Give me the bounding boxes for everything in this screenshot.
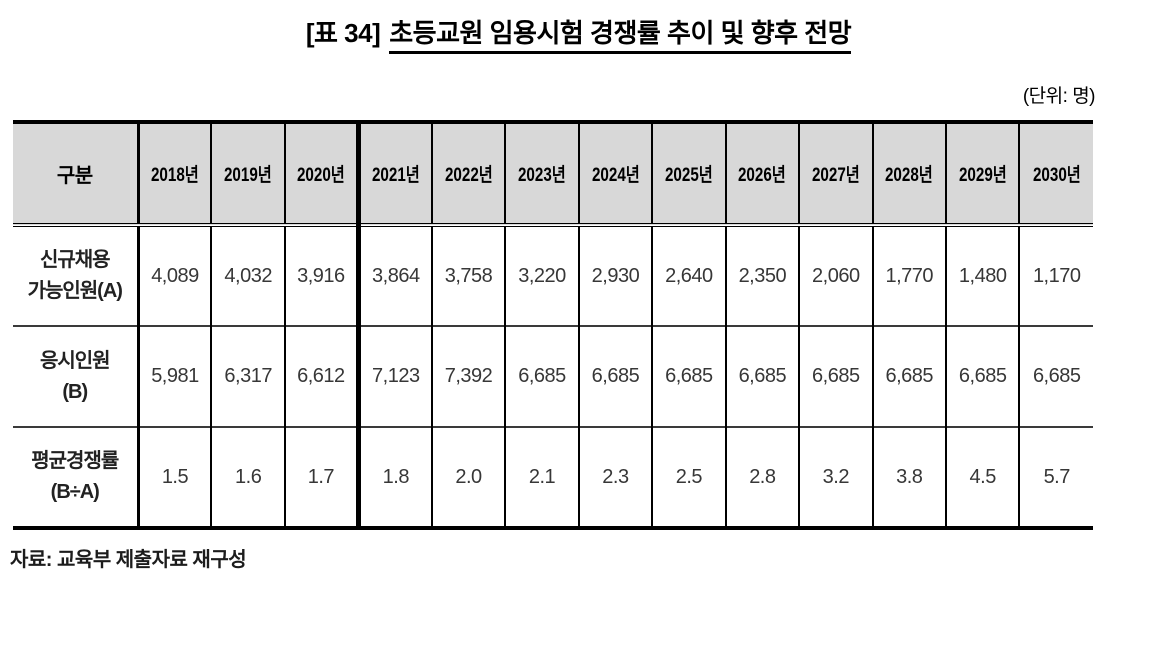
value-cell: 3.8: [871, 427, 946, 528]
value-cell: 7,392: [430, 326, 506, 427]
value-cell: 1.8: [355, 427, 432, 528]
row-label-competition-rate: 평균경쟁률 (B÷A): [31, 450, 119, 503]
value-cell: 4,032: [210, 225, 285, 326]
value-cell: 3,220: [504, 225, 579, 326]
value-cell: 3.2: [798, 427, 873, 528]
header-row: 구분 2018년 2019년 2020년 2021년 2022년 2023년 2…: [13, 122, 1093, 225]
year-header-2026: 2026년: [724, 122, 800, 225]
value-cell: 2.8: [724, 427, 800, 528]
value-cell: 2,350: [724, 225, 800, 326]
value-cell: 7,123: [355, 326, 432, 427]
value-cell: 6,685: [871, 326, 946, 427]
value-cell: 3,864: [355, 225, 432, 326]
value-cell: 1.5: [136, 427, 212, 528]
value-cell: 6,685: [577, 326, 653, 427]
table-title-text: 초등교원 임용시험 경쟁률 추이 및 향후 전망: [389, 18, 852, 54]
table-number: [표 34]: [305, 18, 381, 48]
value-cell: 4.5: [944, 427, 1020, 528]
value-cell: 1,170: [1018, 225, 1093, 326]
table-row-applicants: 응시인원 (B) 5,981 6,317 6,612 7,123 7,392 6…: [13, 326, 1093, 427]
year-header-2024: 2024년: [577, 122, 653, 225]
year-header-2030: 2030년: [1018, 122, 1093, 225]
value-cell: 6,685: [944, 326, 1020, 427]
value-cell: 2,640: [651, 225, 726, 326]
year-header-2029: 2029년: [944, 122, 1020, 225]
year-header-2025: 2025년: [651, 122, 726, 225]
value-cell: 2.3: [577, 427, 653, 528]
corner-header: 구분: [13, 122, 138, 225]
unit-label: (단위: 명): [1022, 86, 1096, 107]
value-cell: 1.6: [210, 427, 285, 528]
value-cell: 2,930: [577, 225, 653, 326]
value-cell: 2.0: [430, 427, 506, 528]
value-cell: 6,612: [283, 326, 359, 427]
value-cell: 6,685: [798, 326, 873, 427]
value-cell: 4,089: [136, 225, 212, 326]
competition-rate-table: 구분 2018년 2019년 2020년 2021년 2022년 2023년 2…: [13, 120, 1093, 530]
source-note: 자료: 교육부 제출자료 재구성: [10, 549, 247, 571]
year-header-2021: 2021년: [355, 122, 432, 225]
value-cell: 6,685: [651, 326, 726, 427]
value-cell: 1.7: [283, 427, 359, 528]
value-cell: 3,916: [283, 225, 359, 326]
value-cell: 5,981: [136, 326, 212, 427]
value-cell: 3,758: [430, 225, 506, 326]
value-cell: 2,060: [798, 225, 873, 326]
value-cell: 1,770: [871, 225, 946, 326]
year-header-2018: 2018년: [136, 122, 212, 225]
year-header-2022: 2022년: [430, 122, 506, 225]
value-cell: 2.5: [651, 427, 726, 528]
table-row-competition-rate: 평균경쟁률 (B÷A) 1.5 1.6 1.7 1.8 2.0 2.1 2.3 …: [13, 427, 1093, 528]
year-header-2028: 2028년: [871, 122, 946, 225]
table-row-new-hires: 신규채용 가능인원(A) 4,089 4,032 3,916 3,864 3,7…: [13, 225, 1093, 326]
value-cell: 6,317: [210, 326, 285, 427]
year-header-2020: 2020년: [283, 122, 359, 225]
value-cell: 5.7: [1018, 427, 1093, 528]
value-cell: 2.1: [504, 427, 579, 528]
year-header-2019: 2019년: [210, 122, 285, 225]
table-title: [표 34] 초등교원 임용시험 경쟁률 추이 및 향후 전망: [0, 0, 1157, 54]
value-cell: 1,480: [944, 225, 1020, 326]
year-header-2023: 2023년: [504, 122, 579, 225]
year-header-2027: 2027년: [798, 122, 873, 225]
row-label-applicants: 응시인원 (B): [39, 349, 111, 403]
row-label-new-hires: 신규채용 가능인원(A): [27, 249, 123, 302]
value-cell: 6,685: [724, 326, 800, 427]
value-cell: 6,685: [1018, 326, 1093, 427]
value-cell: 6,685: [504, 326, 579, 427]
